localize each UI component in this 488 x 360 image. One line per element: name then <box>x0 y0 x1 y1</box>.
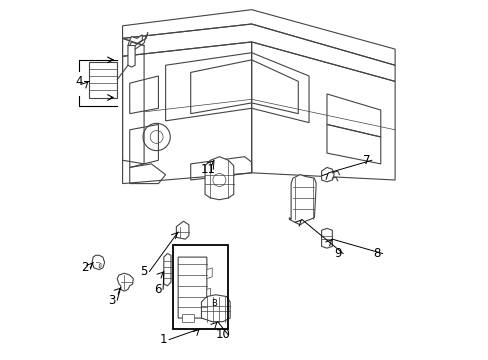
Text: 9: 9 <box>333 247 341 260</box>
Text: 8: 8 <box>373 247 380 260</box>
Polygon shape <box>201 295 230 321</box>
Text: 3: 3 <box>108 294 115 307</box>
Polygon shape <box>128 45 135 67</box>
Polygon shape <box>117 273 133 291</box>
Polygon shape <box>321 167 333 182</box>
Text: 7: 7 <box>362 154 369 167</box>
Text: 2: 2 <box>81 261 88 274</box>
Polygon shape <box>204 157 233 200</box>
Text: 11: 11 <box>200 163 215 176</box>
Polygon shape <box>206 268 212 279</box>
Polygon shape <box>92 255 104 270</box>
Text: 10: 10 <box>215 328 230 341</box>
Text: 4: 4 <box>75 75 82 88</box>
Polygon shape <box>321 228 332 248</box>
Polygon shape <box>289 175 316 225</box>
Polygon shape <box>88 62 117 98</box>
Polygon shape <box>99 263 101 268</box>
Polygon shape <box>206 288 210 298</box>
Text: 5: 5 <box>140 265 147 278</box>
Bar <box>172 244 228 329</box>
Polygon shape <box>176 221 188 239</box>
Polygon shape <box>178 257 206 318</box>
Polygon shape <box>128 35 142 45</box>
Text: 6: 6 <box>154 283 161 296</box>
Text: 1: 1 <box>160 333 167 346</box>
Text: B: B <box>211 299 217 308</box>
Polygon shape <box>163 253 171 286</box>
Polygon shape <box>182 315 194 321</box>
